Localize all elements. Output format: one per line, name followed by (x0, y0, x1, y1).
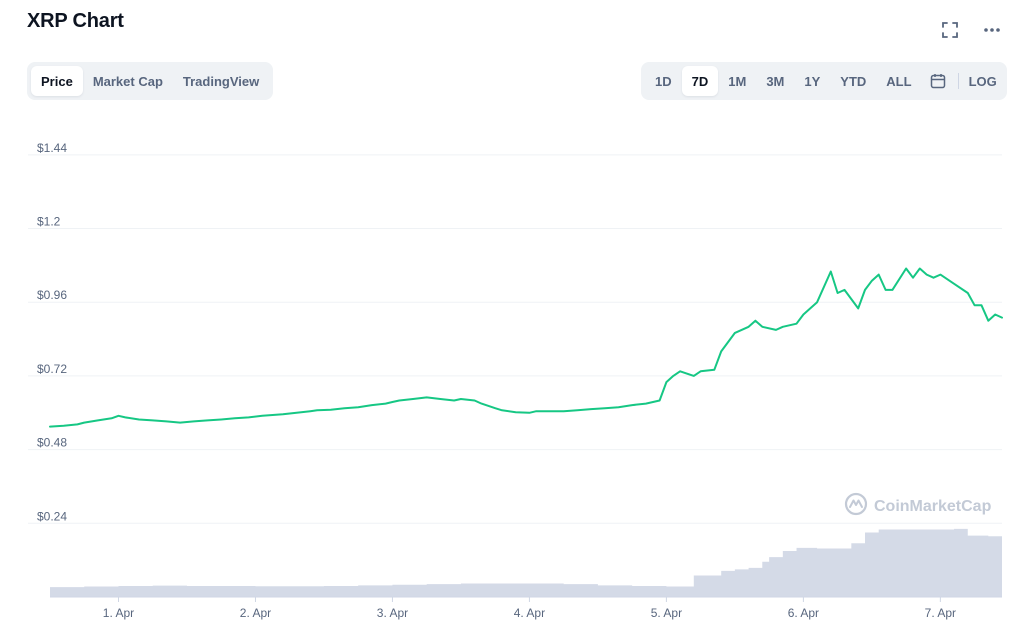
volume-area (50, 528, 1002, 597)
tab-price[interactable]: Price (31, 66, 83, 96)
volume-area-fill (50, 528, 1002, 597)
range-1d[interactable]: 1D (645, 66, 682, 96)
calendar-icon[interactable] (922, 66, 954, 96)
y-tick-label: $0.72 (37, 362, 67, 376)
range-7d[interactable]: 7D (681, 66, 719, 96)
range-1y[interactable]: 1Y (794, 66, 830, 96)
chart-view-tabs: Price Market Cap TradingView (27, 62, 274, 100)
log-scale-toggle[interactable]: LOG (963, 66, 1003, 96)
tab-tradingview[interactable]: TradingView (173, 66, 269, 96)
range-all[interactable]: ALL (876, 66, 921, 96)
x-tick-label: 4. Apr (514, 606, 545, 620)
y-tick-label: $1.2 (37, 215, 61, 229)
time-range-tabs: 1D 7D 1M 3M 1Y YTD ALL LOG (641, 62, 1007, 100)
coinmarketcap-logo-icon (844, 492, 868, 516)
x-tick-label: 3. Apr (377, 606, 408, 620)
page-title: XRP Chart (27, 10, 124, 32)
y-tick-label: $1.44 (37, 141, 67, 155)
more-horizontal-icon[interactable] (980, 18, 1004, 42)
range-3m[interactable]: 3M (756, 66, 794, 96)
x-tick-label: 6. Apr (788, 606, 819, 620)
watermark-text: CoinMarketCap (874, 498, 992, 515)
x-axis-ticks: 1. Apr 2. Apr 3. Apr 4. Apr 5. Apr 6. Apr 7. A… (103, 597, 956, 620)
divider (957, 73, 959, 89)
x-tick-label: 1. Apr (103, 606, 134, 620)
price-line (49, 267, 1003, 428)
range-ytd[interactable]: YTD (830, 66, 876, 96)
x-tick-label: 2. Apr (240, 606, 271, 620)
tab-market-cap[interactable]: Market Cap (83, 66, 173, 96)
fullscreen-icon[interactable] (938, 18, 962, 42)
range-1m[interactable]: 1M (718, 66, 756, 96)
y-tick-label: $0.24 (37, 509, 67, 523)
y-tick-label: $0.48 (37, 436, 67, 450)
watermark: CoinMarketCap (844, 492, 992, 516)
x-tick-label: 7. Apr (925, 606, 956, 620)
gridlines (28, 154, 1002, 598)
y-tick-label: $0.96 (37, 288, 67, 302)
x-tick-label: 5. Apr (651, 606, 682, 620)
price-line-layer (49, 267, 1003, 428)
y-axis-ticks: $0.24 $0.48 $0.72 $0.96 $1.2 $1.44 (37, 141, 67, 523)
